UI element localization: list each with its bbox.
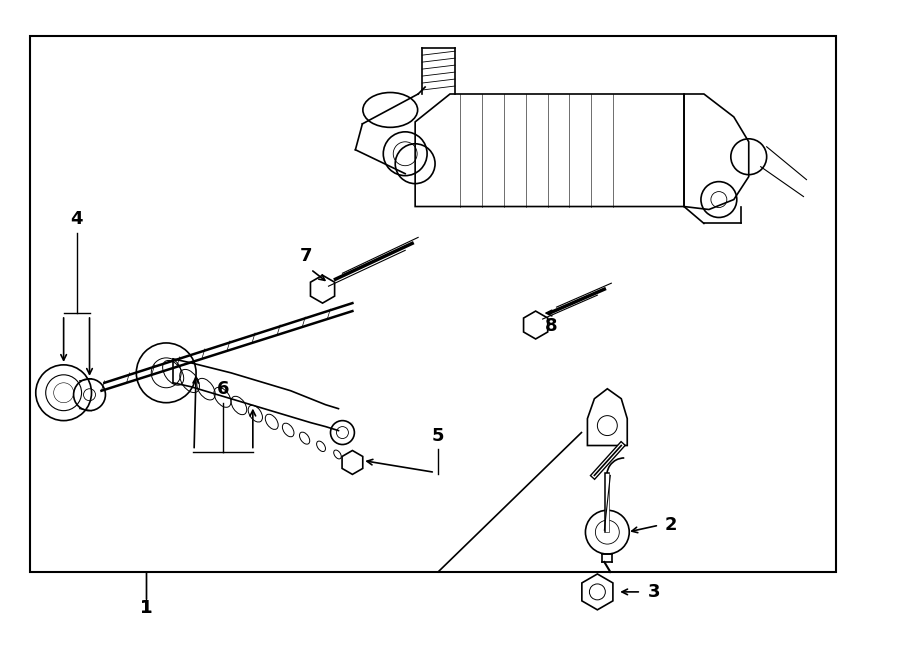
Text: 5: 5: [432, 426, 445, 445]
Text: 6: 6: [217, 380, 230, 398]
Bar: [30, 36, 836, 572]
Text: 7: 7: [300, 247, 312, 265]
Text: 2: 2: [665, 516, 678, 534]
Text: 3: 3: [648, 583, 661, 601]
Text: 4: 4: [70, 210, 83, 229]
Text: 8: 8: [545, 317, 558, 335]
Text: 1: 1: [140, 599, 152, 617]
Text: 1: 1: [140, 599, 152, 617]
